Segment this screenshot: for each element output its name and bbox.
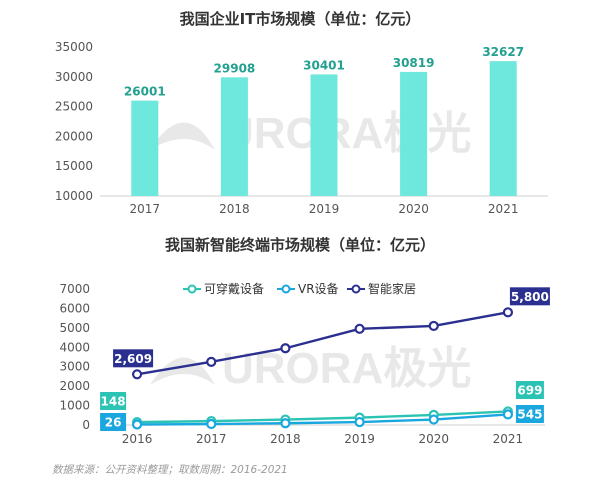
watermark-text-top: URORA极光: [222, 109, 471, 158]
line-x-tick-label: 2017: [196, 432, 227, 446]
bar-value-label: 32627: [482, 45, 524, 59]
line-x-tick-label: 2019: [344, 432, 375, 446]
data-label-box: [509, 287, 550, 306]
line-chart: 0 1000 2000 3000 4000 5000 6000 7000 2016 2017 201…: [59, 282, 550, 446]
bar-y-tick-label: 15000: [55, 159, 93, 173]
line-x-tick-label: 2018: [270, 432, 301, 446]
bar-value-label: 30819: [393, 56, 435, 70]
series-point: [354, 416, 365, 428]
line-y-tick-label: 5000: [59, 321, 90, 335]
bar-y-tick-label: 35000: [55, 40, 93, 54]
series-point: [206, 356, 217, 367]
bar-y-tick-label: 20000: [55, 129, 93, 143]
bar-x-tick-label: 2017: [130, 202, 161, 216]
data-label-box: [100, 392, 127, 410]
data-label: 148: [101, 395, 126, 409]
series-point: [502, 409, 514, 420]
bar-x-tick-label: 2019: [309, 202, 340, 216]
data-label: 699: [517, 384, 542, 398]
bar-y-tick-label: 25000: [55, 100, 93, 114]
legend-marker-dot: [351, 284, 361, 294]
bar: [310, 74, 338, 196]
data-label-box: [100, 413, 127, 431]
bar-x-tick-label: 2021: [488, 202, 519, 216]
bar-x-tick-label: 2020: [398, 202, 429, 216]
bar-y-tick-label: 10000: [55, 189, 93, 203]
bar-value-label: 29908: [214, 61, 256, 75]
bar-y-tick-label: 30000: [55, 70, 93, 84]
legend-label: 可穿戴设备: [204, 281, 264, 296]
data-label-box: [515, 405, 544, 423]
data-label: 2,609: [114, 352, 152, 366]
series-point: [428, 320, 439, 332]
bar: [400, 71, 428, 196]
watermark-text-bottom: URORA极光: [222, 344, 471, 393]
line-y-tick-label: 6000: [59, 301, 90, 315]
bar: [489, 61, 517, 196]
data-label: 5,800: [511, 290, 549, 304]
series-point: [131, 419, 143, 430]
bar-value-label: 30401: [303, 58, 345, 72]
series-point: [280, 418, 291, 429]
bar: [220, 77, 248, 196]
line-y-tick-label: 4000: [59, 340, 90, 354]
watermark-bottom: URORA极光: [150, 344, 471, 393]
line-x-tick-label: 2016: [122, 432, 153, 446]
line-chart-legend: 可穿戴设备 VR设备 智能家居: [183, 281, 416, 296]
series-point: [502, 307, 514, 318]
series-point: [206, 418, 217, 430]
series-point: [280, 343, 291, 354]
line-y-tick-label: 7000: [59, 282, 90, 296]
series-point: [354, 323, 365, 334]
series-point: [428, 414, 439, 425]
data-source-footer: 数据来源：公开资料整理；取数周期：2016-2021: [52, 464, 288, 476]
series-line: [137, 410, 508, 424]
line-x-tick-label: 2021: [493, 432, 524, 446]
bar-chart-title: 我国企业IT市场规模（单位：亿元）: [180, 10, 421, 28]
legend-marker-dot: [281, 284, 291, 294]
data-label: 545: [517, 408, 542, 422]
legend-marker-dot: [187, 284, 197, 294]
line-x-tick-label: 2020: [418, 432, 449, 446]
legend-label: 智能家居: [368, 281, 416, 296]
series-point: [131, 369, 143, 380]
line-y-tick-label: 1000: [59, 399, 90, 413]
line-y-tick-label: 0: [82, 418, 90, 432]
series-line: [136, 311, 509, 376]
watermark-top: URORA极光: [150, 109, 471, 158]
line-chart-title: 我国新智能终端市场规模（单位：亿元）: [165, 236, 435, 254]
data-label-box: [113, 349, 154, 368]
line-y-tick-label: 2000: [59, 379, 90, 393]
data-label-box: [515, 381, 544, 399]
bar-chart: 10000 15000 20000 25000 30000 35000 26001 2017 2…: [55, 40, 548, 216]
series-line: [137, 413, 508, 426]
bar: [131, 100, 159, 196]
line-y-tick-label: 3000: [59, 360, 90, 374]
legend-label: VR设备: [298, 282, 339, 296]
data-label: 26: [105, 416, 122, 430]
bar-value-label: 26001: [124, 85, 166, 99]
bar-x-tick-label: 2018: [219, 202, 250, 216]
